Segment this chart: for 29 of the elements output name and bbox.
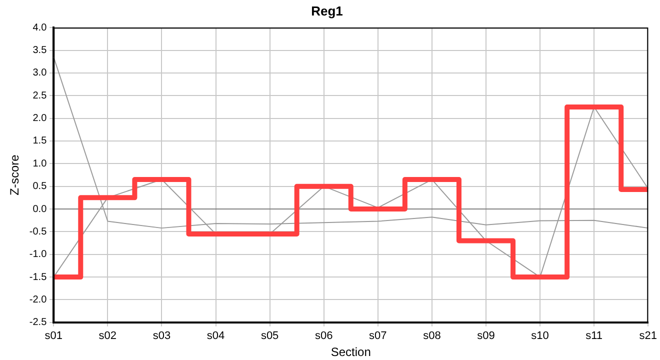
x-tick-label: s04 [206, 330, 225, 342]
y-tick-label: 3.0 [32, 68, 48, 79]
y-tick-label: -2.5 [29, 317, 48, 328]
y-tick-label: 0.5 [32, 181, 48, 192]
x-tick-label: s06 [314, 330, 333, 342]
y-tick-label: -1.0 [29, 249, 48, 260]
chart-title: Reg1 [311, 3, 343, 18]
x-axis-title: Section [330, 345, 371, 360]
x-tick-label: s10 [531, 330, 549, 342]
y-tick-label: 4.0 [32, 22, 48, 34]
x-tick-label: s03 [152, 330, 171, 342]
y-tick-label: 3.5 [32, 45, 48, 56]
x-tick-label: s02 [98, 330, 117, 342]
x-tick-label: s01 [44, 330, 63, 342]
y-tick-label: -1.5 [29, 272, 48, 283]
x-tick-label: s05 [260, 330, 279, 342]
x-tick-label: s08 [423, 330, 441, 342]
y-tick-label: 1.5 [32, 136, 48, 147]
x-tick-label: s11 [586, 330, 603, 342]
y-tick-label: 2.5 [32, 90, 48, 102]
x-tick-label: s09 [477, 330, 495, 342]
y-axis-title: Z-score [8, 154, 22, 196]
y-tick-label: 0.0 [32, 204, 48, 215]
y-tick-label: 1.0 [32, 158, 48, 170]
y-tick-label: -0.5 [29, 226, 48, 238]
y-tick-label: 2.0 [32, 113, 48, 124]
x-tick-label: s21 [639, 330, 658, 342]
y-tick-label: -2.0 [29, 294, 48, 306]
x-tick-label: s07 [369, 330, 387, 342]
